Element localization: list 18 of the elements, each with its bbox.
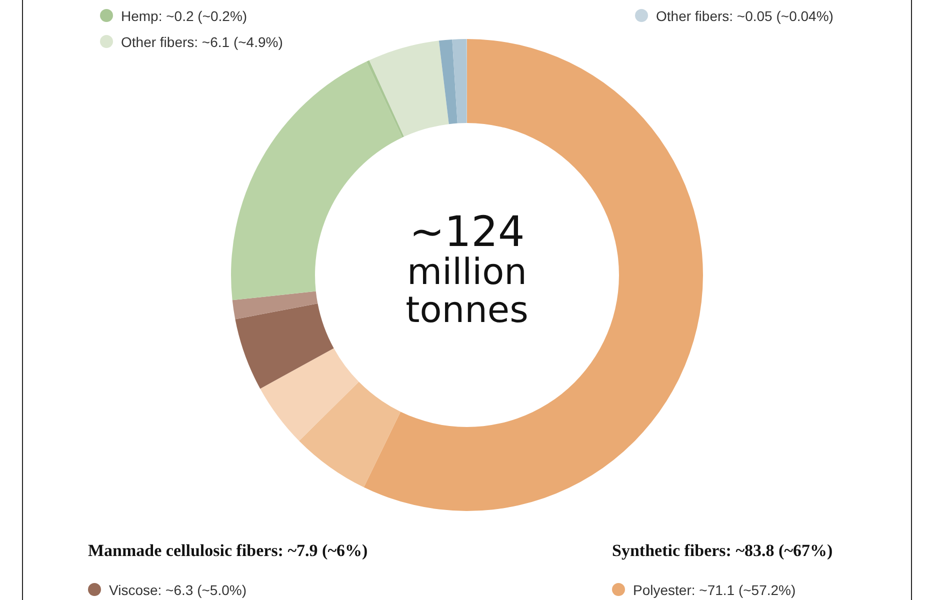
donut-slice (452, 39, 467, 124)
legend-label: Viscose: ~6.3 (~5.0%) (108, 582, 246, 598)
donut-slice (366, 60, 404, 138)
donut-slice (369, 40, 449, 137)
donut-slice (438, 39, 458, 124)
text: Manmade cellulosic fibers: ~7.9 (~6%) (88, 541, 368, 561)
donut-slice (235, 303, 334, 389)
donut-slice (364, 39, 703, 511)
donut-slice (232, 291, 318, 320)
legend-label: Other fibers: ~6.1 (~4.9%) (120, 34, 283, 50)
legend-label: Hemp: ~0.2 (~0.2%) (120, 8, 248, 24)
legend-label: Polyester: ~71.1 (~57.2%) (632, 582, 796, 598)
donut-slice (231, 61, 402, 300)
text: ~124 million tonnes (404, 207, 530, 331)
text: Synthetic fibers: ~83.8 (~67%) (612, 541, 833, 561)
legend-label: Other fibers: ~0.05 (~0.04%) (655, 8, 834, 24)
donut-slice (299, 382, 401, 488)
donut-slice (260, 348, 359, 441)
